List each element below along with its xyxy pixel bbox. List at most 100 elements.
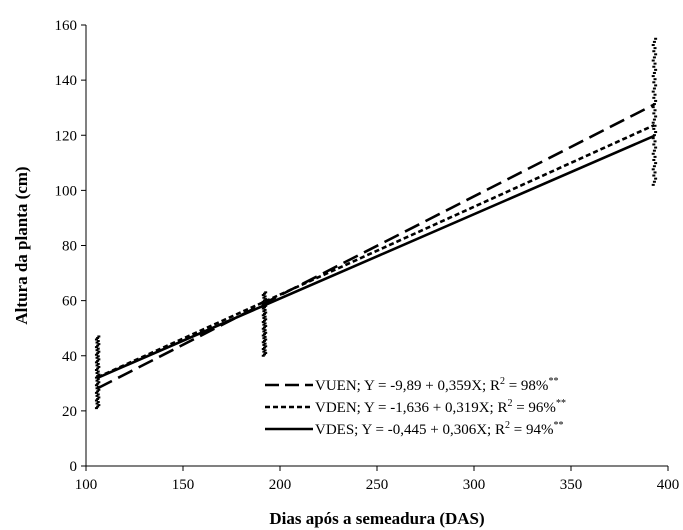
observation-point: [263, 308, 267, 311]
observation-point: [261, 354, 265, 357]
observation-point: [264, 291, 268, 294]
observation-point: [261, 321, 265, 324]
observation-point: [652, 165, 656, 168]
series-line-vuen: [97, 103, 656, 390]
observation-point: [95, 379, 99, 382]
legend-equation: VDEN; Y = -1,636 + 0,319X; R: [315, 400, 507, 416]
observation-point: [96, 390, 100, 393]
observation-point: [96, 397, 100, 400]
x-tick-label: 350: [560, 477, 583, 493]
observation-point: [264, 331, 268, 334]
y-tick-label: 160: [55, 18, 78, 34]
observation-point: [97, 343, 101, 346]
observation-point: [96, 382, 100, 385]
observation-point: [263, 349, 267, 352]
observation-point: [262, 337, 266, 340]
observation-point: [261, 334, 265, 337]
observation-point: [652, 149, 656, 152]
observation-point: [652, 158, 656, 161]
legend-label-vuen: VUEN; Y = -9,89 + 0,359X; R2 = 98%**: [315, 376, 558, 394]
observation-point: [262, 330, 266, 333]
observation-point: [94, 384, 98, 387]
observation-point: [262, 316, 266, 319]
y-tick-label: 60: [62, 294, 77, 310]
observation-point: [262, 310, 266, 313]
observation-point: [95, 349, 99, 352]
observation-point: [95, 341, 99, 344]
observation-point: [262, 343, 266, 346]
x-tick-label: 400: [657, 477, 680, 493]
observation-point: [652, 103, 656, 106]
observation-point: [653, 124, 657, 127]
observation-point: [652, 87, 656, 90]
legend-significance: **: [548, 376, 558, 387]
observation-point: [97, 358, 101, 361]
legend-significance: **: [556, 398, 566, 409]
observation-point: [651, 183, 655, 186]
observation-point: [262, 296, 266, 299]
observation-point: [94, 391, 98, 394]
observation-point: [653, 109, 657, 112]
legend-superscript-two: 2: [507, 398, 512, 409]
observation-point: [652, 40, 656, 43]
observation-point: [263, 315, 267, 318]
observation-point: [94, 399, 98, 402]
y-tick-label: 100: [55, 183, 78, 199]
observation-point: [262, 346, 266, 349]
observation-point: [97, 396, 101, 399]
observation-point: [651, 137, 655, 140]
observation-point: [261, 300, 265, 303]
observation-point: [96, 367, 100, 370]
observation-point: [261, 341, 265, 344]
x-tick-label: 200: [269, 477, 292, 493]
y-tick-label: 20: [62, 404, 77, 420]
observation-point: [653, 78, 657, 81]
observation-point: [653, 93, 657, 96]
legend-r2-value: = 94%: [510, 422, 553, 438]
observation-point: [264, 311, 268, 314]
observation-point: [96, 359, 100, 362]
observation-point: [262, 312, 266, 315]
observation-point: [652, 50, 656, 53]
observation-point: [652, 127, 656, 130]
observation-point: [652, 81, 656, 84]
observation-point: [96, 405, 100, 408]
legend-equation: VDES; Y = -0,445 + 0,306X; R: [315, 422, 505, 438]
observation-point: [97, 335, 101, 338]
y-tick-label: 0: [70, 459, 78, 475]
observation-point: [97, 388, 101, 391]
observation-point: [653, 155, 657, 158]
observation-point: [652, 118, 656, 121]
x-tick-label: 250: [366, 477, 389, 493]
observation-point: [654, 177, 658, 180]
x-tick-label: 100: [75, 477, 98, 493]
observation-point: [652, 65, 656, 68]
legend-r2-value: = 98%: [505, 378, 548, 394]
observation-point: [94, 361, 98, 364]
observation-point: [263, 322, 267, 325]
observation-point: [654, 115, 658, 118]
observation-point: [263, 342, 267, 345]
observation-point: [97, 373, 101, 376]
observation-point: [652, 112, 656, 115]
observation-point: [261, 327, 265, 330]
observation-point: [264, 298, 268, 301]
observation-point: [95, 394, 99, 397]
observation-point: [95, 364, 99, 367]
observation-point: [95, 402, 99, 405]
observation-point: [654, 68, 658, 71]
observation-point: [262, 353, 266, 356]
observation-point: [96, 340, 100, 343]
observation-point: [651, 43, 655, 46]
observation-point: [96, 347, 100, 350]
observation-point: [97, 404, 101, 407]
observation-point: [262, 339, 266, 342]
x-tick-label: 300: [463, 477, 486, 493]
observation-point: [651, 121, 655, 124]
observation-point: [96, 401, 100, 404]
observation-point: [95, 356, 99, 359]
observation-point: [261, 294, 265, 297]
observation-point: [653, 171, 657, 174]
